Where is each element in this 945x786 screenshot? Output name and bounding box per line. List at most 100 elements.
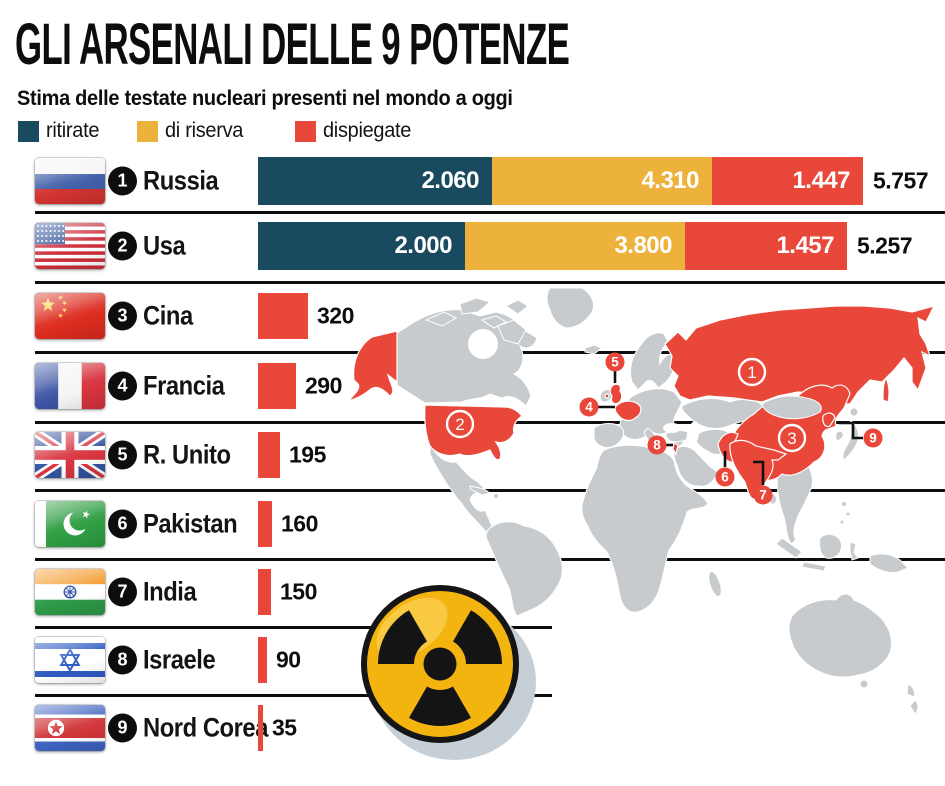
bar-usa: 2.000 3.800 1.457 <box>258 222 847 270</box>
country-name: Israele <box>143 644 216 675</box>
bar-india <box>258 569 271 615</box>
radiation-symbol-icon <box>361 585 536 760</box>
rank-number: 8 <box>117 649 128 670</box>
rank-badge: 2 <box>108 231 137 261</box>
row-divider <box>35 694 552 697</box>
row-divider <box>35 558 945 561</box>
bar-francia <box>258 363 296 409</box>
rank-number: 5 <box>117 444 128 465</box>
bar-segment-dispiegate <box>258 293 308 339</box>
map-marker-num-5: 5 <box>611 355 619 370</box>
map-marker-cina <box>777 423 807 453</box>
map-marker-runito <box>605 352 625 372</box>
caspian-sea <box>686 421 700 447</box>
bar-r_unito <box>258 432 280 478</box>
rank-number: 2 <box>117 235 128 256</box>
bar-segment-ritirate: 2.000 <box>258 222 465 270</box>
flag-r_unito <box>35 432 105 478</box>
bar-value: 320 <box>317 302 354 329</box>
rank-number: 7 <box>117 581 128 602</box>
flag-israele <box>35 637 105 683</box>
map-marker-num-4: 4 <box>585 400 593 415</box>
country-name: R. Unito <box>143 439 231 470</box>
segment-value: 3.800 <box>614 232 672 259</box>
map-marker-num-6: 6 <box>721 470 729 485</box>
country-row-cina: 3 Cina 320 <box>0 281 945 351</box>
rank-number: 9 <box>117 717 128 738</box>
rank-number: 1 <box>117 170 128 190</box>
country-row-r_unito: 5 R. Unito 195 <box>0 420 945 490</box>
segment-value: 2.060 <box>421 166 479 194</box>
rank-badge: 5 <box>108 440 137 470</box>
rank-badge: 4 <box>108 371 137 401</box>
map-marker-russia <box>737 357 767 387</box>
page-title: GLI ARSENALI DELLE 9 POTENZE <box>15 12 570 77</box>
rank-badge: 9 <box>108 713 137 743</box>
bar-value: 195 <box>289 441 326 468</box>
map-marker-num-2: 2 <box>455 415 464 434</box>
legend-swatch <box>295 120 316 142</box>
country-name: Russia <box>143 165 219 195</box>
country-row-nord_corea: 9 Nord Corea 35 <box>0 693 945 763</box>
map-marker-india <box>753 485 773 505</box>
legend-label: di riserva <box>165 119 244 142</box>
page-subtitle: Stima delle testate nucleari presenti ne… <box>17 87 513 110</box>
flag-usa <box>35 223 105 269</box>
bar-pakistan <box>258 500 272 547</box>
country-name: Pakistan <box>143 508 238 538</box>
world-map: 1 2 3 4 5 6 7 8 9 <box>346 287 936 715</box>
bar-segment-di-riserva: 4.310 <box>492 156 712 205</box>
bar-segment-dispiegate <box>258 500 272 547</box>
map-marker-usa <box>445 409 475 439</box>
segment-value: 1.457 <box>776 232 834 259</box>
country-name: Francia <box>143 370 225 401</box>
segment-value: 2.000 <box>394 232 452 259</box>
bar-value: 35 <box>272 714 297 741</box>
bar-segment-dispiegate <box>258 569 271 615</box>
rank-badge: 7 <box>108 577 137 607</box>
row-divider <box>35 489 945 492</box>
flag-cina <box>35 293 105 339</box>
rank-badge: 3 <box>108 301 137 331</box>
flag-pakistan <box>35 500 105 547</box>
bar-segment-ritirate: 2.060 <box>258 156 492 205</box>
legend-item-dispiegate: dispiegate <box>295 119 416 143</box>
bar-russia: 2.060 4.310 1.447 <box>258 156 863 205</box>
map-marker-pakistan <box>715 467 735 487</box>
flag-russia <box>35 157 105 204</box>
bar-segment-dispiegate <box>258 705 263 751</box>
map-mongolia <box>761 395 822 420</box>
map-marker-num-8: 8 <box>653 438 661 453</box>
country-row-india: 7 India 150 <box>0 557 945 627</box>
map-marker-lines <box>598 371 863 485</box>
country-name: Usa <box>143 230 186 261</box>
bar-value: 150 <box>280 578 317 605</box>
map-marker-num-3: 3 <box>787 429 796 448</box>
rank-number: 3 <box>117 305 128 326</box>
legend-item-ritirate: ritirate <box>18 119 102 143</box>
legend-label: dispiegate <box>323 119 412 142</box>
country-name: India <box>143 576 197 607</box>
country-row-russia: 1 Russia 2.060 4.310 1.447 5.757 <box>0 146 945 216</box>
map-markers: 1 2 3 4 5 6 7 8 9 <box>445 352 883 505</box>
map-marker-num-7: 7 <box>759 488 767 503</box>
flag-india <box>35 569 105 615</box>
rank-badge: 6 <box>108 509 137 538</box>
map-marker-num-9: 9 <box>869 431 877 446</box>
segment-value: 1.447 <box>792 166 850 194</box>
segment-value: 4.310 <box>641 166 699 194</box>
country-name: Nord Corea <box>143 712 268 743</box>
map-nuclear-countries <box>346 305 936 500</box>
bar-israele <box>258 637 267 683</box>
row-divider <box>35 281 945 284</box>
bar-segment-dispiegate <box>258 432 280 478</box>
bar-nord_corea <box>258 705 263 751</box>
legend-swatch <box>137 120 158 142</box>
legend-label: ritirate <box>46 119 100 142</box>
map-marker-nordcorea <box>863 428 883 448</box>
bar-value: 90 <box>276 646 301 673</box>
country-name: Cina <box>143 300 193 331</box>
flag-francia <box>35 363 105 409</box>
